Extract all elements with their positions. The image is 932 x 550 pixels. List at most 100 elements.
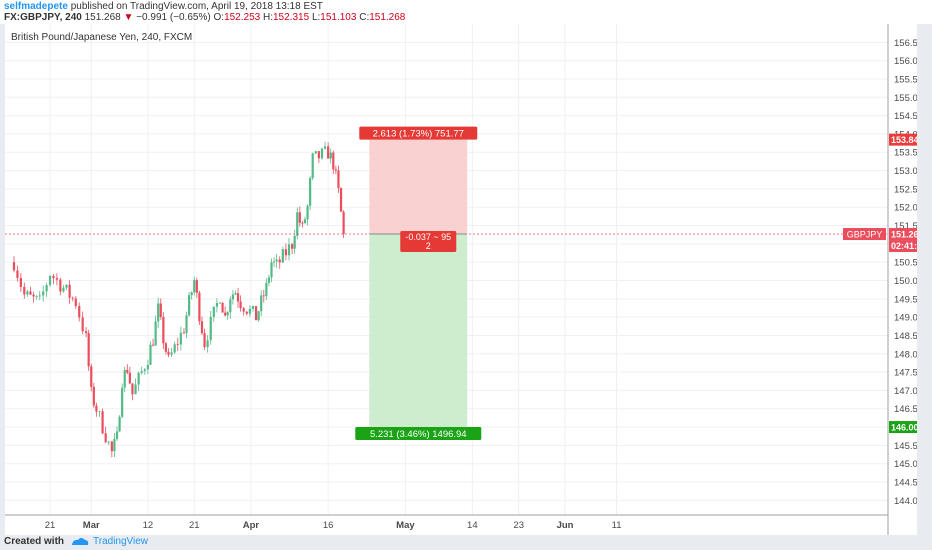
candle[interactable] [123,366,126,393]
candle[interactable] [90,363,93,392]
candle[interactable] [104,426,107,444]
candle[interactable] [55,273,59,286]
candle[interactable] [275,253,278,268]
candle[interactable] [35,295,38,300]
candle[interactable] [157,297,160,328]
candle[interactable] [320,147,324,160]
candle[interactable] [143,367,146,375]
candle[interactable] [334,165,337,175]
candle[interactable] [29,286,32,296]
candle[interactable] [195,277,198,298]
candle[interactable] [81,311,84,335]
candle[interactable] [281,246,284,263]
candle[interactable] [176,337,179,351]
chart-frame[interactable]: 2.613 (1.73%) 751.77 5.231 (3.46%) 1496.9… [5,24,928,535]
candle[interactable] [270,258,273,283]
candle[interactable] [337,165,340,193]
candle[interactable] [159,298,162,320]
candle[interactable] [262,289,265,303]
candle[interactable] [329,148,332,164]
price-chart[interactable]: 2.613 (1.73%) 751.77 5.231 (3.46%) 1496.9… [5,24,928,535]
candle[interactable] [293,229,296,254]
candle[interactable] [151,338,155,347]
candle[interactable] [74,296,77,309]
candle[interactable] [342,210,345,238]
candle[interactable] [272,257,276,268]
candle[interactable] [65,284,68,291]
candle[interactable] [134,378,137,395]
candle[interactable] [323,141,327,150]
candle[interactable] [182,328,186,334]
candle[interactable] [231,290,234,305]
candle-series[interactable] [12,141,345,458]
candle[interactable] [198,290,201,325]
candle[interactable] [260,290,263,317]
candle[interactable] [303,216,307,225]
candle[interactable] [48,274,52,288]
position-overlay[interactable]: 2.613 (1.73%) 751.77 5.231 (3.46%) 1496.9… [5,126,888,441]
candle[interactable] [229,296,232,319]
candle[interactable] [62,284,65,293]
candle[interactable] [42,285,45,302]
candle[interactable] [146,359,149,374]
candle[interactable] [149,341,152,366]
candle[interactable] [327,142,330,159]
candle[interactable] [267,274,271,287]
position-zones[interactable] [369,139,468,428]
candle[interactable] [52,273,55,285]
candle[interactable] [131,383,134,401]
candle[interactable] [71,296,74,302]
candle[interactable] [38,290,41,301]
candle[interactable] [254,306,258,321]
candle[interactable] [215,298,219,313]
candle[interactable] [339,187,343,212]
candle[interactable] [185,311,188,339]
candle[interactable] [32,291,35,303]
candle[interactable] [107,440,110,446]
candle[interactable] [121,383,124,419]
candle[interactable] [311,152,314,181]
take-profit-zone[interactable] [369,234,468,428]
candle[interactable] [265,278,268,300]
candle[interactable] [95,402,98,417]
candle[interactable] [239,295,242,312]
candle[interactable] [26,289,29,297]
candle[interactable] [226,310,229,320]
target-label[interactable]: 5.231 (3.46%) 1496.94 [355,427,482,441]
candle[interactable] [110,440,113,458]
candle[interactable] [278,256,281,269]
candle[interactable] [332,150,335,175]
candle[interactable] [45,282,48,297]
candle[interactable] [173,341,176,354]
candle[interactable] [206,335,209,353]
position-center-label[interactable]: -0.037 ~ 952 [400,231,457,253]
candle[interactable] [170,347,173,357]
candle[interactable] [126,364,129,375]
candle[interactable] [314,151,317,155]
stop-loss-zone[interactable] [369,139,468,235]
candle[interactable] [140,366,143,375]
candle[interactable] [164,341,168,355]
candle[interactable] [87,329,90,371]
candle[interactable] [16,265,19,282]
tradingview-brand[interactable]: TradingView [93,536,149,547]
candle[interactable] [137,371,140,391]
time-axis[interactable]: 21 Mar 12 21 Apr 16 May 14 23 Jun 11 [45,520,622,531]
candle[interactable] [92,382,95,408]
candle[interactable] [251,305,255,312]
candle[interactable] [78,302,81,322]
candle[interactable] [224,306,227,317]
candle[interactable] [203,328,206,350]
candle[interactable] [301,221,304,228]
stop-label[interactable]: 2.613 (1.73%) 751.77 [359,126,478,140]
candle[interactable] [162,312,165,350]
candle[interactable] [154,315,157,346]
candle[interactable] [291,242,294,254]
candle[interactable] [212,306,215,322]
candle[interactable] [98,410,101,417]
candle[interactable] [218,301,222,304]
candle[interactable] [59,277,62,296]
candle[interactable] [179,326,182,351]
candle[interactable] [128,366,131,385]
candle[interactable] [190,291,193,300]
